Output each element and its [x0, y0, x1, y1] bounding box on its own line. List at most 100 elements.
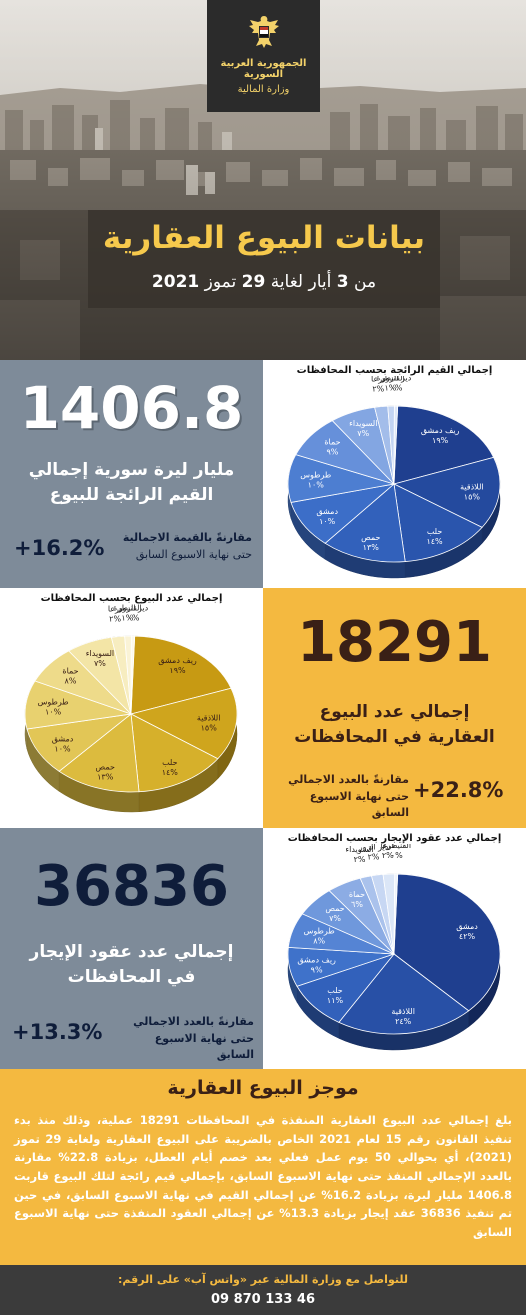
stat-label: مليار ليرة سورية إجمالي القيم الرائجة لل…	[0, 458, 263, 507]
slice-label-value: %١٣	[97, 772, 114, 781]
slice-label-name: طرطوس	[300, 471, 331, 480]
slice-label-name: دير الزور	[358, 844, 389, 851]
footer: للتواصل مع وزارة المالية عبر «واتس آب» ع…	[0, 1265, 526, 1315]
title-box: بيانات البيوع العقارية من 3 أيار لغاية 2…	[88, 210, 440, 308]
slice-label-name: دير الزور	[118, 604, 149, 613]
slice-label-name: حلب	[162, 758, 178, 767]
slice-label-value: %١٩	[169, 666, 186, 675]
slice-label-value: %٧	[94, 659, 106, 668]
slice-label-value: %٤٢	[459, 932, 476, 941]
slice-label-name: حلب	[327, 986, 343, 995]
slice-label-value: %١٥	[201, 723, 218, 732]
stat-compare: مقارنةً بالعدد الاجمالي حتى نهاية الاسبو…	[273, 772, 409, 822]
stat-panel-leases: 36836 إجمالي عدد عقود الإيجار في المحافظ…	[0, 828, 263, 1069]
slice-label-name: ريف دمشق	[421, 426, 460, 435]
slice-label-value: %٧	[357, 429, 369, 438]
date-prefix: من	[354, 272, 377, 292]
slice-label-value: %١٤	[162, 768, 179, 777]
slice-label-value: %٩	[326, 447, 338, 456]
stat-compare-line1: مقارنةً بالقيمة الاجمالية	[122, 531, 252, 544]
stat-compare-line2: حتى نهاية الاسبوع السابق	[135, 547, 252, 561]
date-end-day: 29	[241, 272, 266, 292]
summary-section: موجز البيوع العقارية بلغ إجمالي عدد البي…	[0, 1069, 526, 1265]
slice-label-name: حماة	[349, 890, 365, 899]
stat-compare-line1: مقارنةً بالعدد الاجمالي	[133, 1015, 254, 1028]
slice-label-name: حلب	[427, 527, 443, 536]
date-mid: أيار لغاية	[270, 272, 332, 292]
ministry-logo-box: الجمهورية العربية السورية وزارة المالية	[207, 0, 320, 112]
slice-label-value: %٢	[354, 855, 366, 864]
ministry-name: وزارة المالية	[237, 84, 290, 95]
date-range: من 3 أيار لغاية 29 تموز 2021	[88, 272, 440, 292]
pie-slice-حلب	[130, 713, 219, 793]
slice-label-value: %١١	[327, 996, 344, 1005]
slice-label-value: %٨	[65, 676, 77, 685]
slice-label-value: %٢	[382, 851, 394, 860]
chart-title: إجمالي عدد عقود الإيجار بحسب المحافظات	[287, 833, 502, 844]
date-month: تموز	[204, 272, 237, 292]
slice-label-value: %٢	[109, 614, 121, 623]
slice-label-name: دير الزور	[381, 376, 412, 383]
chart-panel-count: إجمالي عدد البيوع بحسب المحافظات ريف دمش…	[0, 588, 263, 828]
eagle-emblem-icon	[248, 16, 279, 48]
date-year: 2021	[151, 272, 200, 292]
pie-chart-count: ريف دمشق%١٩اللاذقية%١٥حلب%١٤حمص%١٣دمشق%١…	[24, 604, 238, 813]
stat-value: 36836	[34, 854, 229, 919]
whatsapp-number[interactable]: 09 870 133 46	[210, 1292, 316, 1307]
pie-labels: ريف دمشق%١٩اللاذقية%١٥حلب%١٤حمص%١٣دمشق%١…	[300, 376, 483, 552]
slice-label-name: حماة	[62, 666, 78, 675]
chart-title: إجمالي القيم الرائجة بحسب المحافظات	[296, 365, 493, 376]
slice-label-value: %١٩	[432, 436, 449, 445]
slice-label-name: اللاذقية	[197, 713, 221, 722]
pie-top	[287, 405, 501, 563]
pie-slice-ريف دمشق	[393, 405, 495, 485]
slice-label-value: %٠	[128, 614, 140, 623]
pie-slice-اللاذقية	[392, 456, 501, 528]
pie-slice-القنيطرة	[393, 873, 399, 955]
org-name: الجمهورية العربية السورية	[220, 58, 307, 80]
slice-label-value: %٩	[311, 965, 323, 974]
chart-title: إجمالي عدد البيوع بحسب المحافظات	[40, 593, 223, 604]
stat-panel-value: 1406.8 مليار ليرة سورية إجمالي القيم الر…	[0, 360, 263, 588]
stat-change: +13.3%	[12, 1020, 103, 1044]
slice-label-name: دمشق	[316, 507, 338, 516]
stat-panel-count: 18291 إجمالي عدد البيوع العقارية في المح…	[263, 588, 526, 828]
stat-change: +22.8%	[413, 778, 504, 802]
slice-label-value: %١٤	[426, 537, 443, 546]
summary-body: بلغ إجمالي عدد البيوع العقارية المنفذة ف…	[14, 1113, 513, 1239]
slice-label-value: %١	[384, 384, 396, 393]
stat-compare-line2: حتى نهاية الاسبوع السابق	[309, 789, 409, 820]
slice-label-name: اللاذقية	[460, 482, 484, 491]
pie-slice-اللاذقية	[129, 687, 238, 760]
pie-labels: ريف دمشق%١٩اللاذقية%١٥حلب%١٤حمص%١٣دمشق%١…	[38, 604, 221, 781]
slice-label-name: القنيطرة	[382, 844, 411, 850]
stat-label: إجمالي عدد البيوع العقارية في المحافظات	[263, 700, 526, 749]
slice-label-value: %٧	[329, 914, 341, 923]
chart-panel-values: إجمالي القيم الرائجة بحسب المحافظات ريف …	[263, 360, 526, 588]
pie-slice-اللاذقية	[338, 953, 470, 1035]
stat-compare: مقارنةً بالقيمة الاجمالية حتى نهاية الاس…	[118, 530, 252, 563]
stat-compare-line2: حتى نهاية الاسبوع السابق	[154, 1031, 254, 1062]
stat-label-line1: إجمالي عدد البيوع	[319, 702, 470, 722]
pie-labels: دمشق%٤٢ اللاذقية%٢٤ حلب%١١ ريف دمشق%٩ طرطوس%…	[297, 844, 478, 1026]
slice-label-name: السويداء	[345, 845, 373, 854]
slice-label-name: دمشق	[52, 735, 74, 744]
slice-label-value: %٢	[372, 384, 384, 393]
slice-label-name: درعا	[108, 604, 123, 613]
stat-change: +16.2%	[14, 536, 105, 560]
slice-label-name: القنيطرة	[113, 604, 142, 613]
slice-label-value: %٠	[391, 384, 403, 393]
pie-top	[24, 635, 238, 793]
slice-label-name: درعا	[371, 376, 386, 383]
pie-slice-حمص	[58, 713, 140, 793]
pie-top	[287, 873, 501, 1035]
stat-compare: مقارنةً بالعدد الاجمالي حتى نهاية الاسبو…	[120, 1014, 254, 1064]
pie-slice-دير الزور	[393, 405, 399, 485]
stat-label-line1: إجمالي عدد عقود الإيجار	[29, 942, 234, 962]
slice-label-value: %١٠	[319, 517, 336, 526]
slice-label-value: %٢٤	[395, 1017, 412, 1026]
slice-label-value: %٦	[351, 900, 363, 909]
slice-label-value: %١٠	[308, 481, 325, 490]
slice-label-name: حمص	[325, 904, 344, 913]
contact-text: للتواصل مع وزارة المالية عبر «واتس آب» ع…	[118, 1273, 408, 1286]
